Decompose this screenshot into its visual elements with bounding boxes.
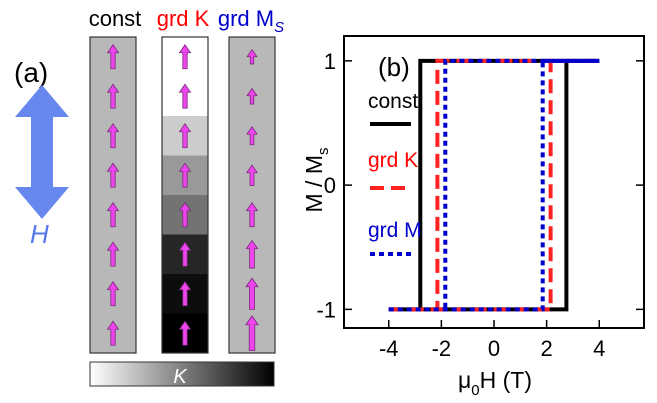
column-label-grd-ms: grd MS xyxy=(218,6,284,36)
panel-b-label: (b) xyxy=(378,52,410,82)
column-border xyxy=(89,36,137,354)
column-grd-k: grd K xyxy=(157,6,210,354)
y-tick-label: 0 xyxy=(324,173,336,198)
magnetization-arrow xyxy=(178,123,192,149)
k-colorbar-label: K xyxy=(173,366,188,388)
magnetization-arrow xyxy=(106,281,120,307)
magnetization-arrow xyxy=(106,162,120,188)
magnetization-arrow xyxy=(245,315,259,352)
y-axis-label-main: M / M xyxy=(301,155,327,213)
column-label-grd-ms-main: grd M xyxy=(218,6,274,31)
column-grd-ms: grd MS xyxy=(218,6,284,354)
k-colorbar xyxy=(89,361,275,387)
h-field-icon xyxy=(15,85,69,219)
magnetization-arrow xyxy=(178,320,192,346)
axis-ticks: -4 -2 0 2 4 -1 0 1 xyxy=(316,49,644,361)
x-axis-label-tail: H (T) xyxy=(480,367,532,393)
legend-label-const: const xyxy=(368,90,418,113)
magnetization-arrow xyxy=(245,202,259,228)
magnetization-arrow xyxy=(246,87,258,105)
magnetization-arrow xyxy=(106,123,120,149)
magnetization-arrow xyxy=(106,241,120,267)
magnetization-arrow xyxy=(245,239,259,269)
magnetization-arrow xyxy=(178,162,192,188)
x-tick-label: -4 xyxy=(379,336,399,361)
column-cells-const xyxy=(89,36,137,354)
column-label-const: const xyxy=(89,6,142,31)
panel-a-label: (a) xyxy=(14,57,48,88)
h-field-label: H xyxy=(30,219,49,249)
series-line-0 xyxy=(388,58,600,312)
x-axis-label-sub: 0 xyxy=(471,382,479,399)
column-border xyxy=(161,36,209,354)
magnetization-arrow xyxy=(106,320,120,346)
magnetization-arrow xyxy=(246,126,258,146)
x-axis-label: μ0H (T) xyxy=(458,367,532,399)
x-tick-label: 4 xyxy=(593,336,605,361)
hysteresis-chart: -4 -2 0 2 4-101 (b) const grd K grd M μ0H (T… xyxy=(301,35,645,399)
legend-label-grd-k: grd K xyxy=(368,149,418,172)
x-tick-label: 0 xyxy=(488,336,500,361)
y-axis-label-sub: s xyxy=(315,148,332,156)
magnetization-arrow xyxy=(106,202,120,228)
magnetization-arrow xyxy=(245,277,259,310)
x-tick-label: 2 xyxy=(541,336,553,361)
magnetization-arrow xyxy=(178,281,192,307)
magnetization-arrow xyxy=(178,241,192,267)
magnetization-arrow xyxy=(246,48,258,65)
magnetization-arrow xyxy=(245,164,259,186)
x-axis-label-mu: μ xyxy=(458,367,471,393)
column-border xyxy=(228,36,276,354)
y-tick-label: -1 xyxy=(316,297,336,322)
column-cells-grd-k xyxy=(161,36,209,354)
y-axis-label: M / Ms xyxy=(301,148,332,213)
column-label-grd-k: grd K xyxy=(157,6,210,31)
series-line-2 xyxy=(388,58,600,312)
legend: const grd K grd M xyxy=(368,90,422,256)
series-lines xyxy=(388,58,600,312)
panel-a: (a) H const grd K grd MS K xyxy=(14,6,284,388)
magnetization-arrow xyxy=(106,83,120,109)
magnetization-arrow xyxy=(178,44,192,70)
column-cells-grd-ms xyxy=(228,36,276,354)
x-tick-label: -2 xyxy=(432,336,452,361)
y-tick-label: 1 xyxy=(324,49,336,74)
column-label-grd-ms-sub: S xyxy=(274,19,284,36)
magnetization-arrow xyxy=(106,44,120,70)
magnetization-arrow xyxy=(178,83,192,109)
magnetization-arrow xyxy=(178,202,192,228)
legend-label-grd-m: grd M xyxy=(368,219,422,242)
column-const: const xyxy=(89,6,142,354)
